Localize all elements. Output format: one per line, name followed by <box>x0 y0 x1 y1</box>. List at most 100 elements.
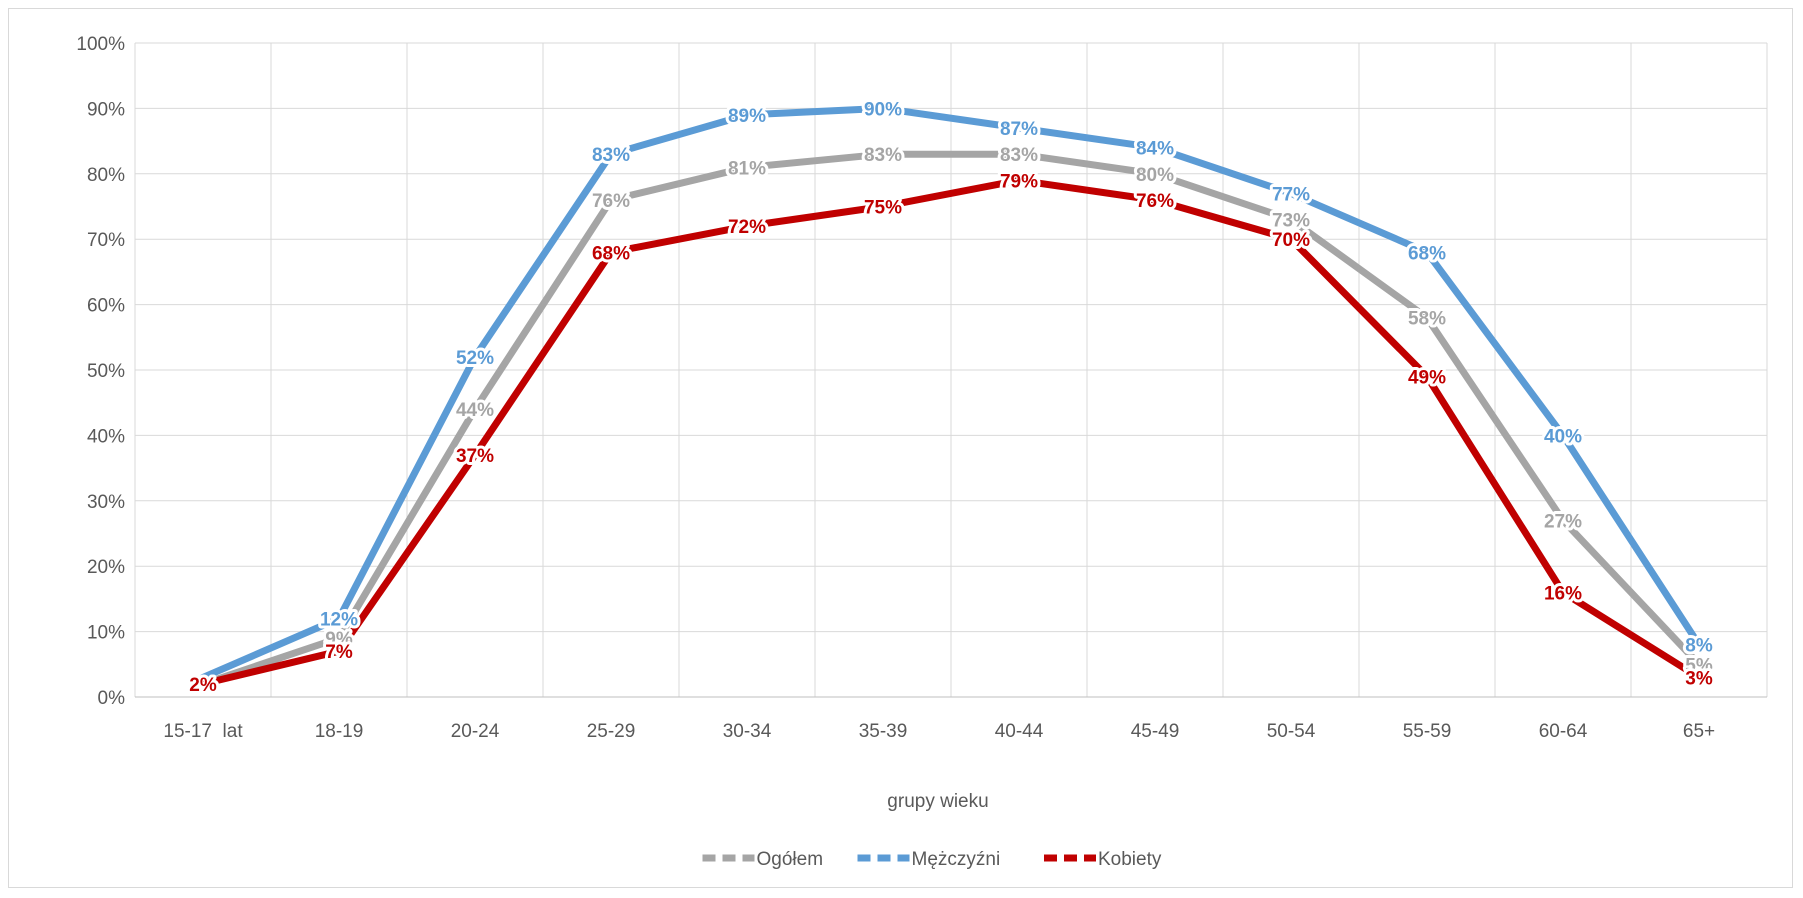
data-label-halo: 68% <box>1408 243 1446 264</box>
legend-item: Mężczyźni <box>857 849 1001 870</box>
x-tick-label: 20-24 <box>451 721 500 742</box>
data-label-halo: 72% <box>728 217 766 238</box>
data-label: 68% <box>1408 243 1446 264</box>
data-label-halo: 49% <box>1408 368 1446 389</box>
data-label-halo: 12% <box>320 610 358 631</box>
data-label: 37% <box>456 446 494 467</box>
y-tick-label: 0% <box>98 688 126 709</box>
data-label: 83% <box>1000 145 1038 166</box>
legend-label: Kobiety <box>1098 849 1162 870</box>
data-label: 68% <box>592 243 630 264</box>
x-tick-label: 18-19 <box>315 721 364 742</box>
data-label-halo: 16% <box>1544 583 1582 604</box>
data-label: 81% <box>728 158 766 179</box>
data-label-halo: 8% <box>1685 636 1713 657</box>
data-label: 90% <box>864 99 902 120</box>
data-label-halo: 52% <box>456 348 494 369</box>
data-label-halo: 83% <box>1000 145 1038 166</box>
data-label-halo: 3% <box>1685 668 1713 689</box>
data-label-halo: 81% <box>728 158 766 179</box>
y-tick-label: 70% <box>87 230 125 251</box>
data-label: 49% <box>1408 368 1446 389</box>
data-label: 73% <box>1272 211 1310 232</box>
data-label: 84% <box>1136 139 1174 160</box>
data-label-halo: 44% <box>456 400 494 421</box>
data-label: 89% <box>728 106 766 127</box>
x-tick-label: 15-17 lat <box>163 721 243 742</box>
data-label-halo: 83% <box>592 145 630 166</box>
y-tick-label: 80% <box>87 165 125 186</box>
series-lines <box>199 104 1703 688</box>
data-label: 7% <box>325 642 353 663</box>
data-label: 9% <box>325 629 353 650</box>
data-label: 8% <box>1685 636 1713 657</box>
data-label: 44% <box>456 400 494 421</box>
series-line-Ogółem <box>199 150 1703 688</box>
x-tick-label: 30-34 <box>723 721 772 742</box>
x-tick-label: 40-44 <box>995 721 1044 742</box>
data-label-halo: 89% <box>728 106 766 127</box>
data-label-halo: 37% <box>456 446 494 467</box>
x-tick-label: 35-39 <box>859 721 908 742</box>
x-tick-label: 55-59 <box>1403 721 1452 742</box>
data-label: 77% <box>1272 184 1310 205</box>
data-label: 2% <box>189 675 217 696</box>
data-label: 79% <box>1000 171 1038 192</box>
x-tick-label: 45-49 <box>1131 721 1180 742</box>
y-tick-label: 90% <box>87 99 125 120</box>
x-axis-ticks: 15-17 lat 18-19 20-24 25-29 30-34 35-39 40-44 4… <box>163 721 1715 742</box>
data-label-halo: 40% <box>1544 426 1582 447</box>
data-label: 72% <box>728 217 766 238</box>
data-label: 5% <box>1685 655 1713 676</box>
data-label: 27% <box>1544 511 1582 532</box>
legend-label: Mężczyźni <box>912 849 1001 870</box>
x-axis-title: grupy wieku <box>887 791 988 812</box>
y-tick-label: 60% <box>87 296 125 317</box>
data-label-halo: 70% <box>1272 230 1310 251</box>
data-label-halo: 76% <box>1136 191 1174 212</box>
y-tick-label: 20% <box>87 557 125 578</box>
data-label-halo: 83% <box>864 145 902 166</box>
data-label-halo: 2% <box>189 675 217 696</box>
data-label-halo: 90% <box>864 99 902 120</box>
data-label: 58% <box>1408 309 1446 330</box>
data-label-halo: 7% <box>325 642 353 663</box>
data-label-halo: 76% <box>592 191 630 212</box>
data-label: 40% <box>1544 426 1582 447</box>
data-label-halo: 5% <box>1685 655 1713 676</box>
series-line-Mężczyźni <box>199 104 1703 681</box>
legend: Ogółem Mężczyźni Kobiety <box>702 849 1162 870</box>
x-tick-label: 60-64 <box>1539 721 1588 742</box>
legend-label: Ogółem <box>757 849 824 870</box>
data-label: 80% <box>1136 165 1174 186</box>
data-label: 12% <box>320 610 358 631</box>
data-label-halo: 75% <box>864 198 902 219</box>
data-label: 52% <box>456 348 494 369</box>
y-tick-label: 100% <box>76 34 125 55</box>
x-tick-label: 25-29 <box>587 721 636 742</box>
data-label: 87% <box>1000 119 1038 140</box>
y-tick-label: 30% <box>87 492 125 513</box>
gridlines <box>134 42 1768 698</box>
data-label: 75% <box>864 198 902 219</box>
y-tick-label: 50% <box>87 361 125 382</box>
x-tick-label: 50-54 <box>1267 721 1316 742</box>
data-label: 16% <box>1544 583 1582 604</box>
data-label-halo: 27% <box>1544 511 1582 532</box>
data-label-halo: 77% <box>1272 184 1310 205</box>
data-label-halo: 73% <box>1272 211 1310 232</box>
legend-item: Ogółem <box>702 849 824 870</box>
data-label-halo: 84% <box>1136 139 1174 160</box>
data-label-halo: 87% <box>1000 119 1038 140</box>
data-label: 76% <box>1136 191 1174 212</box>
y-tick-label: 40% <box>87 426 125 447</box>
legend-item: Kobiety <box>1044 849 1162 870</box>
data-label-halo: 79% <box>1000 171 1038 192</box>
data-label-halo: 9% <box>325 629 353 650</box>
y-axis-ticks: 0% 10% 20% 30% 40% 50% 60% 70% 80% 90% 100% <box>76 34 125 709</box>
data-labels: 9%9%44%44%76%76%81%81%83%83% 83%83%80%80%… <box>186 96 1716 699</box>
data-label: 83% <box>864 145 902 166</box>
series-line-Kobiety <box>199 176 1703 688</box>
y-tick-label: 10% <box>87 623 125 644</box>
